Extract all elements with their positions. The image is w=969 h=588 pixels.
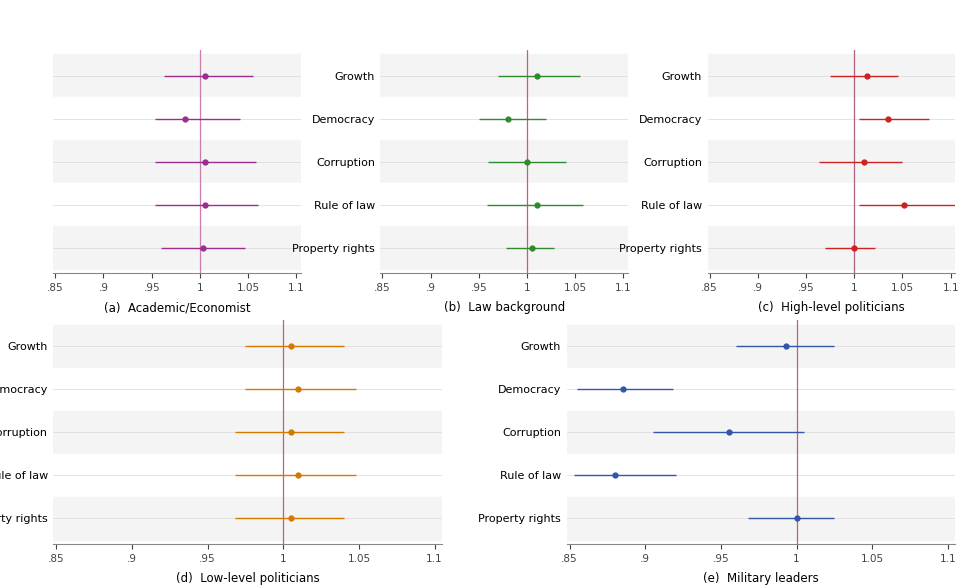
Bar (566, 454, 954, 497)
Bar (53, 54, 300, 97)
X-axis label: (e)  Military leaders: (e) Military leaders (703, 572, 818, 585)
Bar (53, 183, 300, 226)
X-axis label: (b)  Law background: (b) Law background (443, 302, 564, 315)
Bar (380, 140, 628, 183)
Bar (707, 54, 954, 97)
X-axis label: (a)  Academic/Economist: (a) Academic/Economist (104, 302, 250, 315)
Bar (707, 97, 954, 140)
Bar (707, 140, 954, 183)
Bar (380, 97, 628, 140)
Bar (707, 183, 954, 226)
Bar (53, 226, 300, 269)
Bar (707, 226, 954, 269)
Bar (53, 97, 300, 140)
Bar (380, 226, 628, 269)
X-axis label: (d)  Low-level politicians: (d) Low-level politicians (175, 572, 320, 585)
Bar (53, 497, 442, 540)
Bar (380, 54, 628, 97)
Bar (566, 368, 954, 410)
Bar (53, 368, 442, 410)
Bar (566, 325, 954, 368)
Bar (53, 140, 300, 183)
Bar (566, 497, 954, 540)
Bar (380, 183, 628, 226)
Bar (566, 410, 954, 454)
Bar (53, 454, 442, 497)
Bar (53, 325, 442, 368)
X-axis label: (c)  High-level politicians: (c) High-level politicians (758, 302, 904, 315)
Bar (53, 410, 442, 454)
